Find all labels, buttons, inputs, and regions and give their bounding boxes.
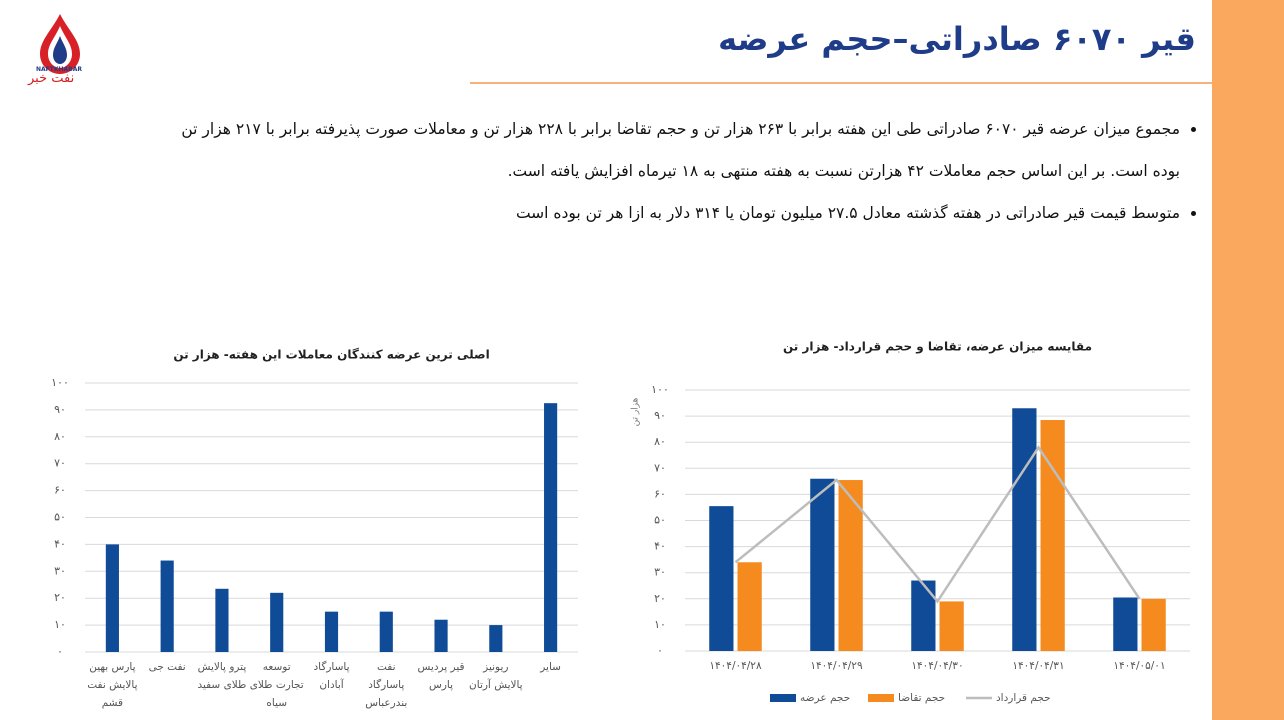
y-tick-label: ۷۰ <box>654 461 666 474</box>
x-tick-label: قیر پردیس پارس <box>417 661 465 691</box>
y-tick-label: ۴۰ <box>654 540 666 553</box>
y-tick-label: ۸۰ <box>654 435 666 448</box>
x-tick-label: پاسارگاد آبادان <box>313 661 350 691</box>
legend-label: حجم قرارداد <box>996 692 1051 704</box>
legend-label: حجم تقاضا <box>898 692 945 704</box>
y-tick-label: ۶۰ <box>54 484 66 497</box>
y-tick-label: ۴۰ <box>54 537 66 550</box>
bar <box>544 403 558 652</box>
chart-title: اصلی ترین عرضه کنندگان معاملات این هفته-… <box>173 348 489 362</box>
bar <box>737 562 762 651</box>
bar <box>1012 408 1037 651</box>
legend-label: حجم عرضه <box>800 692 850 704</box>
x-tick-label: ۱۴۰۴/۰۴/۲۹ <box>810 660 863 672</box>
side-strip <box>1212 0 1284 720</box>
line-series <box>734 445 1141 604</box>
bar <box>434 619 448 652</box>
x-tick-label: ۱۴۰۴/۰۵/۰۱ <box>1113 660 1166 672</box>
bar <box>160 560 174 652</box>
y-tick-label: ۵۰ <box>654 514 666 527</box>
bullet-list: مجموع میزان عرضه قیر ۶۰۷۰ صادراتی طی این… <box>150 108 1208 234</box>
y-tick-label: ۹۰ <box>654 409 666 422</box>
x-tick-label: نفت پاسارگاد بندرعباس <box>365 661 408 709</box>
bar <box>709 506 734 651</box>
y-tick-label: ۵۰ <box>54 511 66 524</box>
x-tick-label: نفت جی <box>148 661 186 673</box>
bar <box>215 588 229 652</box>
y-tick-label: ۱۰ <box>654 618 666 631</box>
logo <box>40 14 80 74</box>
logo-latin: NAFTKHABAR <box>36 66 83 73</box>
y-tick-label: ۰ <box>657 644 663 657</box>
logo-text: نفت خبر <box>28 71 75 86</box>
x-tick-label: توسعه تجارت طلای سیاه <box>249 661 304 709</box>
y-tick-label: ۱۰ <box>54 618 66 631</box>
x-tick-label: پترو پالایش طلای سفید <box>197 661 247 691</box>
legend-swatch <box>868 694 894 702</box>
title-rule <box>470 82 1212 84</box>
y-tick-label: ۳۰ <box>54 564 66 577</box>
y-tick-label: ۸۰ <box>54 430 66 443</box>
bar <box>1141 598 1166 651</box>
y-tick-label: ۰ <box>57 645 63 658</box>
bar <box>489 625 503 652</box>
bar <box>911 580 936 651</box>
bar <box>270 592 284 652</box>
y-tick-label: ۶۰ <box>654 487 666 500</box>
charts: اصلی ترین عرضه کنندگان معاملات این هفته-… <box>51 340 1190 704</box>
bullet: مجموع میزان عرضه قیر ۶۰۷۰ صادراتی طی این… <box>150 108 1180 192</box>
x-tick-label: ۱۴۰۴/۰۴/۳۰ <box>911 660 964 672</box>
chart-title: مقایسه میزان عرضه، تقاضا و حجم قرارداد- … <box>783 340 1092 355</box>
x-tick-label: ۱۴۰۴/۰۴/۳۱ <box>1012 660 1065 672</box>
bar <box>1113 597 1138 651</box>
slide-title: قیر ۶۰۷۰ صادراتی–حجم عرضه <box>718 20 1196 58</box>
x-tick-label: سایر <box>540 661 561 673</box>
y-axis-label: هزار تن <box>631 397 641 426</box>
x-tick-label: ریونیز پالایش آرتان <box>469 661 523 691</box>
y-tick-label: ۱۰۰ <box>51 376 69 389</box>
legend-swatch <box>770 694 796 702</box>
bar <box>379 611 393 652</box>
bullet: متوسط قیمت قیر صادراتی در هفته گذشته معا… <box>150 192 1180 234</box>
y-tick-label: ۲۰ <box>654 592 666 605</box>
y-tick-label: ۳۰ <box>654 566 666 579</box>
y-tick-label: ۲۰ <box>54 591 66 604</box>
bar <box>324 611 339 652</box>
bar <box>810 478 835 651</box>
bar <box>939 601 964 651</box>
y-tick-label: ۹۰ <box>54 403 66 416</box>
x-tick-label: ۱۴۰۴/۰۴/۲۸ <box>709 660 762 672</box>
x-tick-label: پارس بهین پالایش نفت قشم <box>87 661 138 709</box>
y-tick-label: ۱۰۰ <box>651 383 669 396</box>
y-tick-label: ۷۰ <box>54 457 66 470</box>
bar <box>105 544 119 652</box>
